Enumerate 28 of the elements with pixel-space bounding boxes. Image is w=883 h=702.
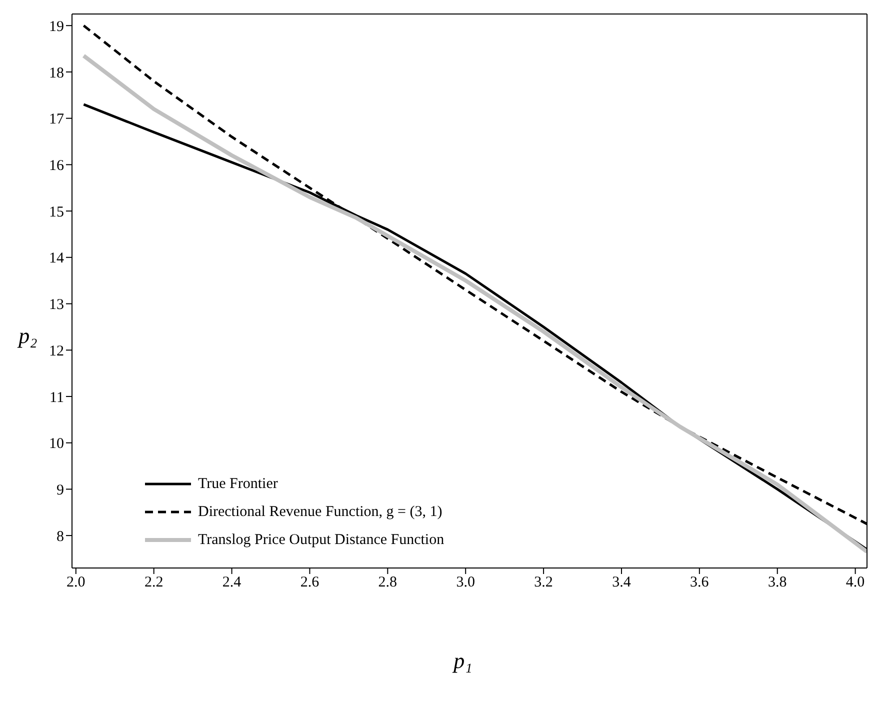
- legend-label: Translog Price Output Distance Function: [198, 532, 444, 548]
- y-tick-label: 8: [56, 528, 64, 545]
- y-tick-label: 17: [49, 112, 64, 128]
- y-tick-label: 9: [56, 482, 64, 499]
- y-tick-label: 14: [49, 250, 64, 267]
- x-tick-label: 3.8: [768, 574, 787, 591]
- legend-label: True Frontier: [198, 476, 278, 492]
- x-tick-label: 3.2: [534, 574, 553, 591]
- y-tick-label: 10: [49, 436, 64, 452]
- x-tick-label: 4.0: [846, 574, 865, 591]
- x-tick-label: 3.4: [612, 574, 632, 591]
- y-tick-label: 13: [49, 297, 64, 314]
- y-axis-title: p₂: [16, 323, 38, 348]
- y-tick-label: 11: [50, 390, 64, 406]
- x-tick-label: 2.6: [300, 574, 320, 591]
- legend-label: Directional Revenue Function, g = (3, 1): [198, 504, 442, 520]
- y-tick-label: 12: [49, 343, 64, 360]
- x-tick-label: 3.0: [456, 574, 475, 591]
- x-tick-label: 2.2: [144, 574, 164, 591]
- x-axis-title: p₁: [452, 648, 472, 673]
- x-tick-label: 2.4: [222, 574, 242, 591]
- y-tick-label: 18: [49, 65, 64, 82]
- y-tick-label: 15: [49, 204, 64, 220]
- x-tick-label: 3.6: [690, 574, 710, 591]
- x-tick-label: 2.8: [378, 574, 398, 591]
- x-tick-label: 2.0: [66, 574, 86, 591]
- y-tick-label: 16: [49, 158, 64, 174]
- y-tick-label: 19: [49, 18, 64, 35]
